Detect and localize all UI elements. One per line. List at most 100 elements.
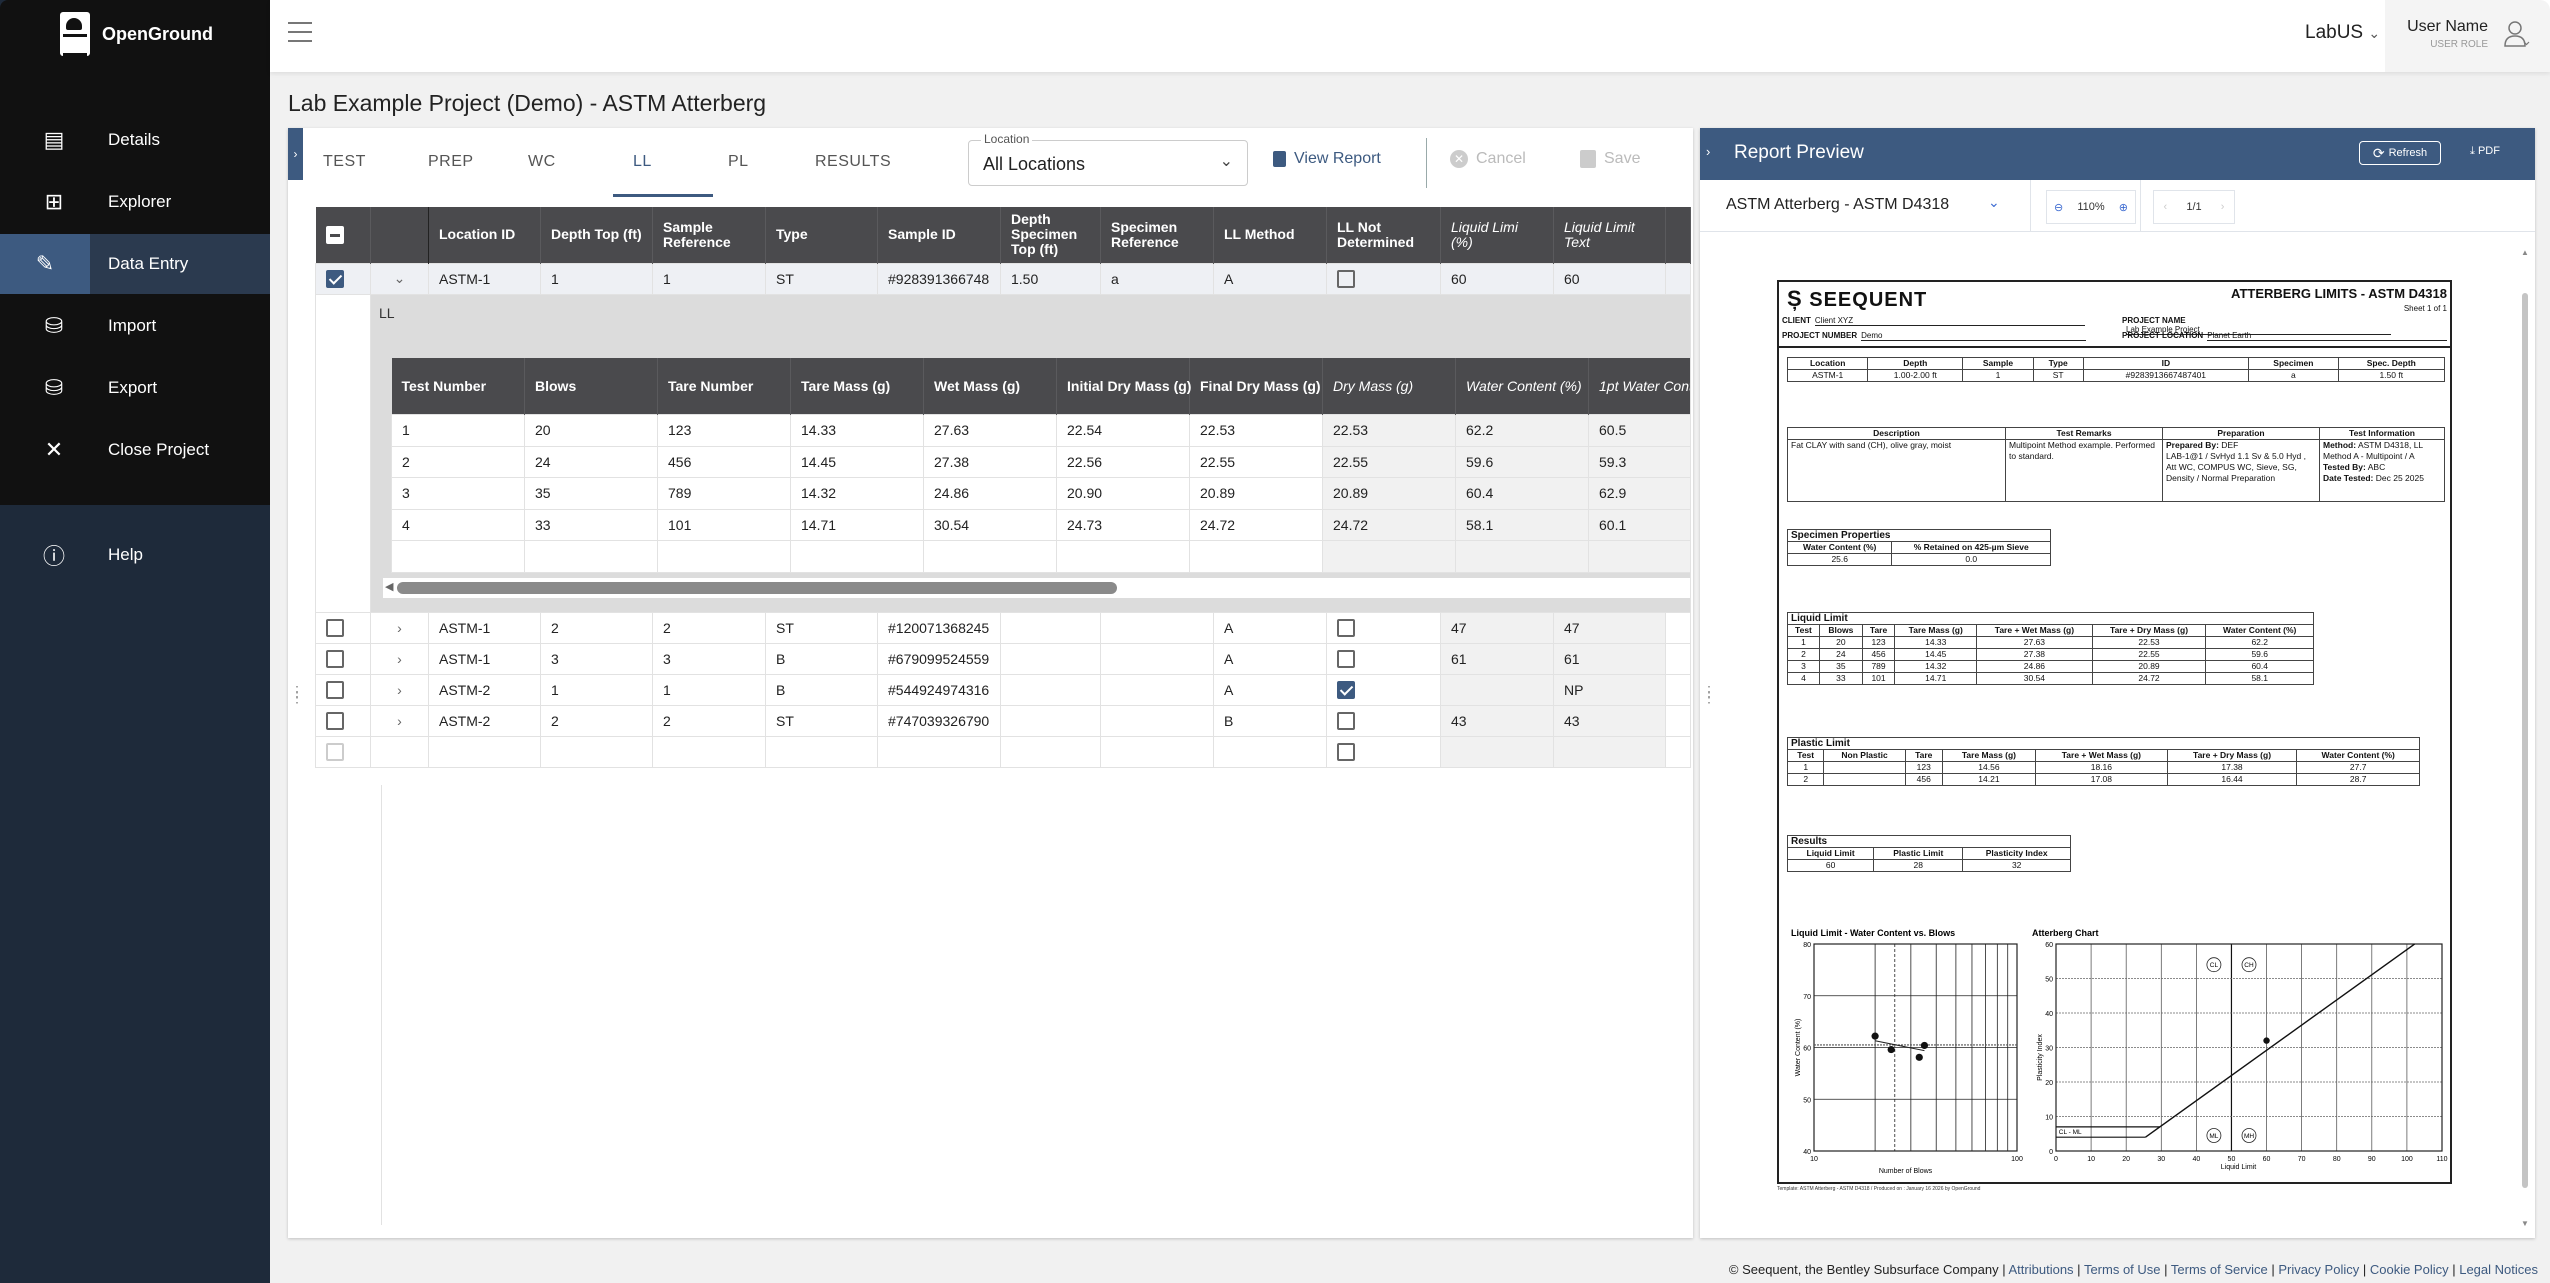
table-row[interactable]: › ASTM-2 1 1 B #544924974316 A NP xyxy=(315,673,1691,706)
scrollbar-thumb[interactable] xyxy=(397,581,1117,594)
grid-cell[interactable]: 14.45 xyxy=(790,445,924,478)
grid-cell[interactable]: 24 xyxy=(524,445,658,478)
grid-cell[interactable]: 3 xyxy=(540,642,653,675)
collapse-row-icon[interactable]: ⌄ xyxy=(370,262,429,295)
grid-cell[interactable]: 123 xyxy=(657,414,791,447)
select-all-checkbox[interactable] xyxy=(325,225,344,244)
grid-cell[interactable]: 14.33 xyxy=(790,414,924,447)
grid-cell[interactable]: B xyxy=(765,673,878,706)
grid-cell[interactable]: 22.53 xyxy=(1189,414,1323,447)
grid-cell[interactable] xyxy=(1100,611,1214,644)
row-select-cell[interactable] xyxy=(315,262,371,295)
refresh-button[interactable]: ⟳ Refresh xyxy=(2359,141,2441,165)
grid-cell[interactable] xyxy=(652,735,766,768)
sidebar-item-help[interactable]: ⓘ Help xyxy=(0,525,270,585)
column-header[interactable]: Tare Mass (g) xyxy=(790,357,924,415)
footer-link-attributions[interactable]: Attributions xyxy=(2008,1262,2074,1277)
grid-cell[interactable]: B xyxy=(1213,704,1327,737)
grid-cell[interactable]: 24.86 xyxy=(923,477,1057,510)
sidebar-item-details[interactable]: ▤ Details xyxy=(0,110,270,170)
grid-cell[interactable] xyxy=(1000,611,1101,644)
column-header[interactable]: Depth Specimen Top (ft) xyxy=(1000,207,1101,263)
ll-not-determined-cell[interactable] xyxy=(1326,642,1441,675)
footer-link-cookie-policy[interactable]: Cookie Policy xyxy=(2369,1262,2449,1277)
grid-cell[interactable]: ASTM-1 xyxy=(428,262,541,295)
grid-cell[interactable]: 27.38 xyxy=(923,445,1057,478)
grid-cell[interactable]: 1 xyxy=(540,673,653,706)
row-select-cell[interactable] xyxy=(315,673,371,706)
table-row[interactable]: 22445614.4527.3822.5622.5522.5559.659.30… xyxy=(391,445,1690,478)
grid-cell[interactable]: 2 xyxy=(540,704,653,737)
grid-cell[interactable]: ST xyxy=(765,704,878,737)
ll-not-determined-checkbox[interactable] xyxy=(1337,269,1355,288)
tab-wc[interactable]: WC xyxy=(528,153,556,170)
grid-cell[interactable] xyxy=(1553,735,1666,768)
column-header[interactable]: Final Dry Mass (g) xyxy=(1189,357,1323,415)
grid-cell[interactable]: 2 xyxy=(652,611,766,644)
workspace-selector[interactable]: LabUS ⌄ xyxy=(2305,22,2380,44)
ll-not-determined-checkbox[interactable] xyxy=(1337,649,1355,668)
table-row[interactable]: 43310114.7130.5424.7324.7224.7258.160.11… xyxy=(391,508,1690,541)
table-row[interactable]: › ASTM-2 2 2 ST #747039326790 B 43 43 xyxy=(315,704,1691,737)
ll-not-determined-checkbox[interactable] xyxy=(1337,742,1355,761)
grid-cell[interactable]: 456 xyxy=(657,445,791,478)
row-select-cell[interactable] xyxy=(315,642,371,675)
cancel-button[interactable]: ✕ Cancel xyxy=(1450,150,1526,168)
grid-cell[interactable] xyxy=(657,540,791,573)
new-row[interactable] xyxy=(315,735,1691,768)
row-checkbox[interactable] xyxy=(326,618,344,637)
footer-link-terms-of-use[interactable]: Terms of Use xyxy=(2083,1262,2161,1277)
chevron-down-icon[interactable]: ⌄ xyxy=(1988,194,2000,210)
column-header[interactable]: Liquid Limi (%) xyxy=(1440,207,1554,263)
grid-cell[interactable]: A xyxy=(1213,673,1327,706)
grid-cell[interactable] xyxy=(1100,735,1214,768)
column-header[interactable]: Tare Number xyxy=(657,357,791,415)
expand-row-icon[interactable]: › xyxy=(370,642,429,675)
grid-cell[interactable]: 20.90 xyxy=(1056,477,1190,510)
ll-not-determined-checkbox[interactable] xyxy=(1337,711,1355,730)
table-row[interactable]: › ASTM-1 3 3 B #679099524559 A 61 61 xyxy=(315,642,1691,675)
grid-cell[interactable]: #747039326790 xyxy=(877,704,1001,737)
tab-prep[interactable]: PREP xyxy=(428,153,474,170)
grid-cell[interactable]: 2 xyxy=(652,704,766,737)
grid-cell[interactable]: 20.89 xyxy=(1189,477,1323,510)
footer-link-terms-of-service[interactable]: Terms of Service xyxy=(2170,1262,2268,1277)
grid-cell[interactable] xyxy=(540,735,653,768)
row-checkbox[interactable] xyxy=(326,711,344,730)
location-select[interactable]: Location All Locations ⌄ xyxy=(968,132,1248,186)
column-header[interactable]: Dry Mass (g) xyxy=(1322,357,1456,415)
tab-test[interactable]: TEST xyxy=(323,153,366,170)
row-checkbox[interactable] xyxy=(326,742,344,761)
grid-cell[interactable]: A xyxy=(1213,262,1327,295)
grid-cell[interactable]: ASTM-2 xyxy=(428,673,541,706)
grid-cell[interactable]: 1 xyxy=(540,262,653,295)
zoom-in-icon[interactable]: ⊕ xyxy=(2118,201,2128,214)
column-header[interactable]: Initial Dry Mass (g) xyxy=(1056,357,1191,415)
grid-cell[interactable]: 3 xyxy=(652,642,766,675)
report-scrollbar[interactable]: ▲ ▼ xyxy=(2521,248,2529,1228)
sidebar-item-explorer[interactable]: ⊞ Explorer xyxy=(0,172,270,232)
grid-cell[interactable] xyxy=(790,540,924,573)
column-header[interactable]: Location ID xyxy=(428,207,541,263)
row-checkbox[interactable] xyxy=(326,649,344,668)
table-row[interactable]: ⌄ ASTM-1 1 1 ST #928391366748 1.50 a A 60 60 xyxy=(315,262,1691,295)
column-header[interactable]: Depth Top (ft) xyxy=(540,207,653,263)
column-header[interactable]: 1pt Water Content (%) xyxy=(1588,357,1690,415)
grid-cell[interactable] xyxy=(1100,642,1214,675)
grid-cell[interactable] xyxy=(1326,735,1441,768)
grid-cell[interactable]: 27.63 xyxy=(923,414,1057,447)
grid-cell[interactable] xyxy=(1000,673,1101,706)
hamburger-menu-icon[interactable] xyxy=(288,22,312,42)
ll-not-determined-cell[interactable] xyxy=(1326,262,1441,295)
grid-cell[interactable] xyxy=(1056,540,1190,573)
grid-cell[interactable]: 22.55 xyxy=(1189,445,1323,478)
grid-cell[interactable] xyxy=(1100,673,1214,706)
grid-cell[interactable]: #679099524559 xyxy=(877,642,1001,675)
grid-cell[interactable]: 30.54 xyxy=(923,508,1057,541)
expand-row-icon[interactable]: › xyxy=(370,704,429,737)
grid-cell[interactable]: 1 xyxy=(391,414,525,447)
resize-handle-icon[interactable]: ⋮ ⋮ xyxy=(1702,683,1716,705)
grid-cell[interactable] xyxy=(1000,642,1101,675)
grid-cell[interactable] xyxy=(1213,735,1327,768)
horizontal-scrollbar[interactable]: ◀▶ xyxy=(383,577,1690,598)
